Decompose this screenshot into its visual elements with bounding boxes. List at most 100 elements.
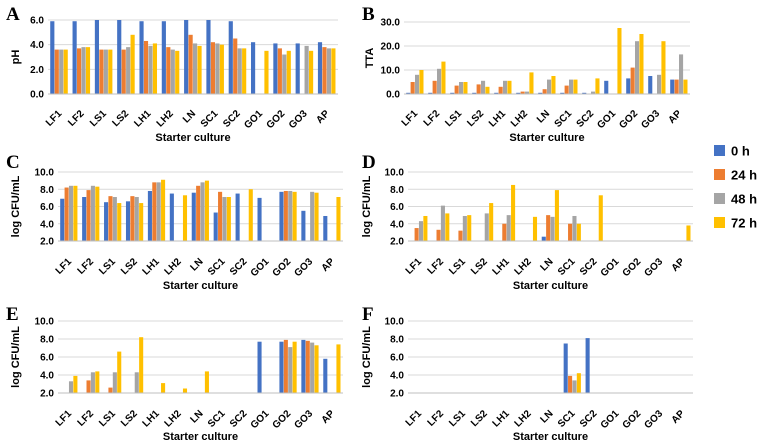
bar-go1-0h (251, 42, 256, 94)
x-category-label: LN (538, 256, 555, 273)
bar-ls1-48h (103, 49, 108, 94)
x-category-label: AP (314, 108, 332, 126)
bar-sc1-24h (568, 375, 573, 393)
x-category-label: GO2 (271, 408, 294, 431)
y-tick-label: 20.0 (381, 42, 401, 53)
bar-ln-48h (550, 216, 555, 241)
bar-ls1-72h (467, 215, 472, 242)
x-category-label: AP (667, 108, 685, 126)
bar-ln-48h (547, 79, 552, 94)
panel-f-letter: F (362, 304, 374, 325)
bar-ls1-0h (450, 92, 455, 94)
bar-lf2-24h (86, 380, 91, 393)
x-category-label: GO3 (287, 108, 310, 131)
bar-lf1-48h (68, 381, 74, 393)
bar-ls1-72h (108, 49, 113, 94)
bar-ls2-0h (125, 201, 131, 241)
y-tick-label: 4.0 (40, 371, 54, 382)
bar-ln-48h (193, 43, 198, 94)
bar-ls1-24h (454, 85, 459, 94)
bar-lh2-72h (182, 388, 188, 393)
bar-ls1-24h (458, 230, 463, 241)
bar-ln-72h (197, 45, 202, 94)
x-category-label: GO1 (599, 256, 622, 279)
bar-ls2-24h (130, 196, 135, 241)
bar-lf2-72h (95, 371, 100, 393)
x-category-label: LN (188, 408, 205, 425)
bar-ls2-72h (485, 86, 490, 94)
bar-ls2-72h (139, 337, 144, 393)
bar-ap-72h (686, 225, 691, 241)
y-tick-label: 0.0 (30, 90, 44, 101)
x-category-label: GO3 (643, 256, 666, 279)
x-category-label: LF2 (426, 408, 447, 429)
bar-lf1-24h (414, 228, 419, 241)
bar-go3-72h (661, 41, 666, 94)
bar-sc1-0h (563, 343, 568, 393)
x-category-label: LH1 (487, 108, 508, 129)
bar-go2-0h (626, 78, 631, 94)
bar-lh2-0h (161, 21, 166, 95)
bar-go2-24h (283, 190, 288, 241)
bar-ls1-72h (117, 351, 122, 393)
bar-lf2-24h (432, 80, 437, 94)
bar-lh1-48h (503, 80, 508, 94)
bar-sc2-48h (237, 48, 242, 94)
bar-lf2-0h (82, 197, 87, 241)
bar-go2-24h (277, 48, 282, 94)
y-tick-label: 10.0 (385, 168, 405, 179)
bar-sc1-72h (573, 79, 578, 94)
bar-lh1-0h (139, 21, 144, 95)
bar-sc1-72h (226, 197, 231, 241)
bar-lf2-48h (90, 185, 95, 241)
x-category-label: LF1 (404, 408, 425, 429)
bar-lf2-0h (428, 92, 433, 94)
bar-lh1-72h (507, 80, 512, 94)
bar-ln-0h (538, 92, 543, 94)
bar-sc1-0h (560, 92, 565, 94)
bar-ls1-24h (99, 49, 104, 94)
x-category-label: LF2 (422, 108, 443, 129)
bar-lh1-24h (502, 223, 507, 241)
x-category-label: LS1 (88, 108, 109, 129)
bar-ls2-72h (489, 203, 494, 241)
y-tick-label: 6.0 (390, 202, 404, 213)
bar-sc2-0h (228, 21, 233, 95)
bar-ap-0h (670, 79, 675, 94)
bar-ls1-48h (459, 82, 464, 94)
bar-ap-72h (331, 48, 336, 94)
bar-lf1-72h (423, 215, 428, 241)
bar-go1-72h (264, 50, 269, 94)
bar-lh1-24h (143, 40, 149, 94)
bar-go2-24h (630, 67, 635, 94)
panel-f-chart: F 2.0 4.0 6.0 8.0 10.0 LF1 LF2 LS1 LS2 LH1 LH2 LN SC1… (361, 304, 693, 443)
bar-lh1-24h (498, 86, 503, 94)
bar-lf2-72h (445, 213, 450, 241)
bar-go2-0h (273, 43, 278, 94)
y-tick-label: 2.0 (390, 389, 404, 400)
x-category-label: LN (181, 108, 198, 125)
x-axis-title: Starter culture (513, 280, 588, 292)
bar-sc1-24h (568, 223, 573, 241)
bar-lh2-24h (166, 47, 171, 94)
x-category-label: LN (188, 256, 205, 273)
x-category-label: LS2 (469, 256, 490, 277)
x-category-label: LF2 (426, 256, 447, 277)
panel-e-letter: E (6, 304, 19, 325)
x-category-label: LF1 (400, 108, 421, 129)
bar-ln-72h (204, 371, 209, 393)
bar-ls1-0h (104, 202, 109, 241)
x-category-label: GO1 (595, 108, 618, 131)
y-tick-label: 30.0 (381, 18, 401, 29)
x-axis-title: Starter culture (163, 431, 238, 443)
bar-go3-72h (314, 192, 319, 241)
x-category-label: GO3 (639, 108, 662, 131)
bar-go3-48h (657, 74, 662, 94)
bar-lf1-0h (50, 21, 55, 95)
x-category-label: LH2 (513, 408, 534, 429)
y-tick-label: 8.0 (40, 185, 54, 196)
bar-lh1-72h (161, 179, 166, 241)
bar-sc2-24h (233, 38, 238, 94)
bar-go3-72h (309, 50, 314, 94)
